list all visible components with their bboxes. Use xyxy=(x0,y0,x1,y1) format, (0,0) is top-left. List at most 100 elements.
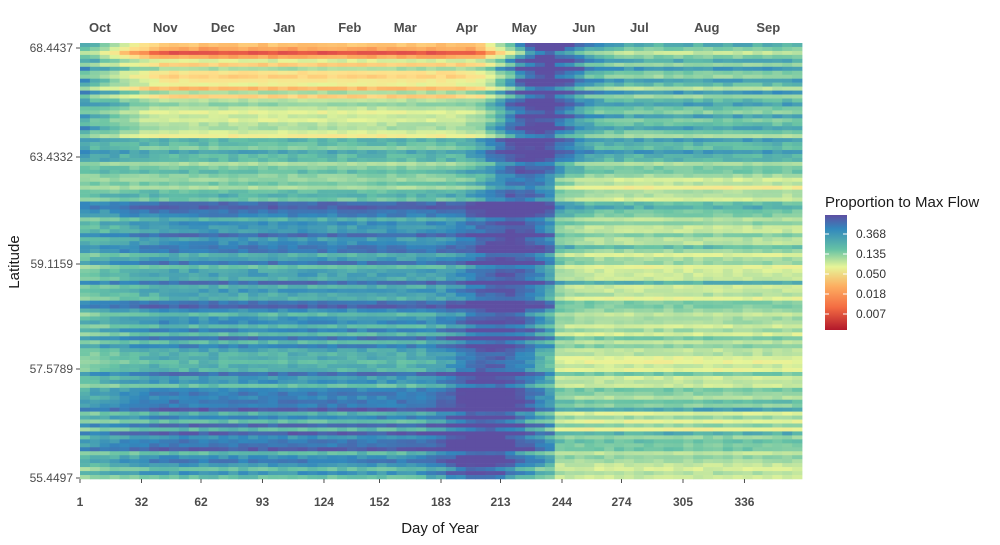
heatmap-cell xyxy=(653,106,664,111)
heatmap-cell xyxy=(356,126,368,131)
heatmap-cell xyxy=(445,201,457,206)
heatmap-cell xyxy=(792,209,803,214)
heatmap-cell xyxy=(772,217,783,222)
heatmap-cell xyxy=(238,142,249,147)
heatmap-cell xyxy=(198,185,209,190)
heatmap-cell xyxy=(366,213,378,218)
heatmap-cell xyxy=(722,209,734,214)
heatmap-cell xyxy=(149,102,160,107)
heatmap-cell xyxy=(594,225,605,230)
heatmap-cell xyxy=(228,142,239,147)
heatmap-cell xyxy=(475,284,486,290)
heatmap-cell xyxy=(366,86,378,91)
heatmap-cell xyxy=(772,43,783,48)
heatmap-cell xyxy=(139,185,150,190)
heatmap-cell xyxy=(188,146,200,151)
heatmap-cell xyxy=(712,134,724,139)
heatmap-cell xyxy=(534,94,546,99)
heatmap-cell xyxy=(465,241,477,246)
heatmap-cell xyxy=(455,221,467,226)
heatmap-cell xyxy=(238,229,249,234)
heatmap-cell xyxy=(703,150,714,155)
heatmap-cell xyxy=(297,272,308,278)
heatmap-cell xyxy=(109,98,120,103)
heatmap-cell xyxy=(307,300,318,305)
heatmap-cell xyxy=(455,225,467,230)
heatmap-cell xyxy=(396,142,407,147)
heatmap-cell xyxy=(109,177,120,183)
heatmap-cell xyxy=(386,62,397,68)
heatmap-cell xyxy=(287,43,298,48)
heatmap-cell xyxy=(416,74,427,79)
heatmap-cell xyxy=(307,78,318,83)
heatmap-cell xyxy=(188,173,200,179)
heatmap-cell xyxy=(386,193,397,198)
heatmap-cell xyxy=(347,90,358,95)
heatmap-cell xyxy=(574,134,585,139)
heatmap-cell xyxy=(129,78,140,83)
heatmap-cell xyxy=(149,288,160,294)
heatmap-cell xyxy=(554,90,566,95)
heatmap-cell xyxy=(198,197,209,202)
heatmap-cell xyxy=(149,134,160,139)
heatmap-cell xyxy=(99,94,111,99)
heatmap-cell xyxy=(248,142,259,147)
heatmap-cell xyxy=(376,261,387,266)
heatmap-cell xyxy=(356,292,368,297)
heatmap-cell xyxy=(267,181,279,186)
heatmap-cell xyxy=(574,122,585,127)
heatmap-cell xyxy=(722,276,734,282)
heatmap-cell xyxy=(653,205,664,210)
heatmap-cell xyxy=(406,122,417,127)
heatmap-cell xyxy=(347,189,358,194)
heatmap-cell xyxy=(436,78,447,83)
heatmap-cell xyxy=(495,213,506,218)
heatmap-cell xyxy=(604,118,615,123)
heatmap-cell xyxy=(159,138,170,143)
heatmap-cell xyxy=(406,165,417,171)
heatmap-cell xyxy=(495,82,506,87)
heatmap-cell xyxy=(198,50,209,56)
heatmap-cell xyxy=(722,296,734,301)
heatmap-cell xyxy=(683,296,694,301)
heatmap-cell xyxy=(525,165,536,171)
heatmap-cell xyxy=(297,225,308,230)
heatmap-cell xyxy=(149,257,160,262)
heatmap-cell xyxy=(386,173,397,179)
heatmap-cell xyxy=(426,118,437,123)
heatmap-cell xyxy=(722,94,734,99)
heatmap-cell xyxy=(277,134,289,139)
heatmap-cell xyxy=(594,217,605,222)
heatmap-cell xyxy=(792,292,803,297)
heatmap-cell xyxy=(248,173,259,179)
heatmap-cell xyxy=(416,90,427,95)
heatmap-cell xyxy=(653,118,664,123)
heatmap-cell xyxy=(267,268,279,274)
heatmap-cell xyxy=(722,225,734,230)
heatmap-cell xyxy=(534,245,546,250)
heatmap-cell xyxy=(89,288,101,294)
heatmap-cell xyxy=(267,46,279,52)
heatmap-cell xyxy=(80,185,91,190)
heatmap-cell xyxy=(356,229,368,234)
heatmap-cell xyxy=(248,284,259,290)
heatmap-cell xyxy=(505,134,516,139)
heatmap-cell xyxy=(475,134,486,139)
heatmap-cell xyxy=(762,118,773,123)
heatmap-cell xyxy=(485,142,496,147)
heatmap-cell xyxy=(623,153,635,159)
heatmap-cell xyxy=(99,201,111,206)
heatmap-cell xyxy=(386,130,397,135)
heatmap-cell xyxy=(356,276,368,282)
heatmap-cell xyxy=(149,98,160,103)
heatmap-cell xyxy=(712,264,724,270)
heatmap-cell xyxy=(139,82,150,87)
heatmap-cell xyxy=(258,229,269,234)
heatmap-cell xyxy=(277,43,289,48)
heatmap-cell xyxy=(594,66,605,72)
heatmap-cell xyxy=(534,193,546,198)
heatmap-cell xyxy=(455,209,467,214)
heatmap-cell xyxy=(119,43,130,48)
heatmap-cell xyxy=(317,54,328,60)
heatmap-cell xyxy=(109,284,120,290)
